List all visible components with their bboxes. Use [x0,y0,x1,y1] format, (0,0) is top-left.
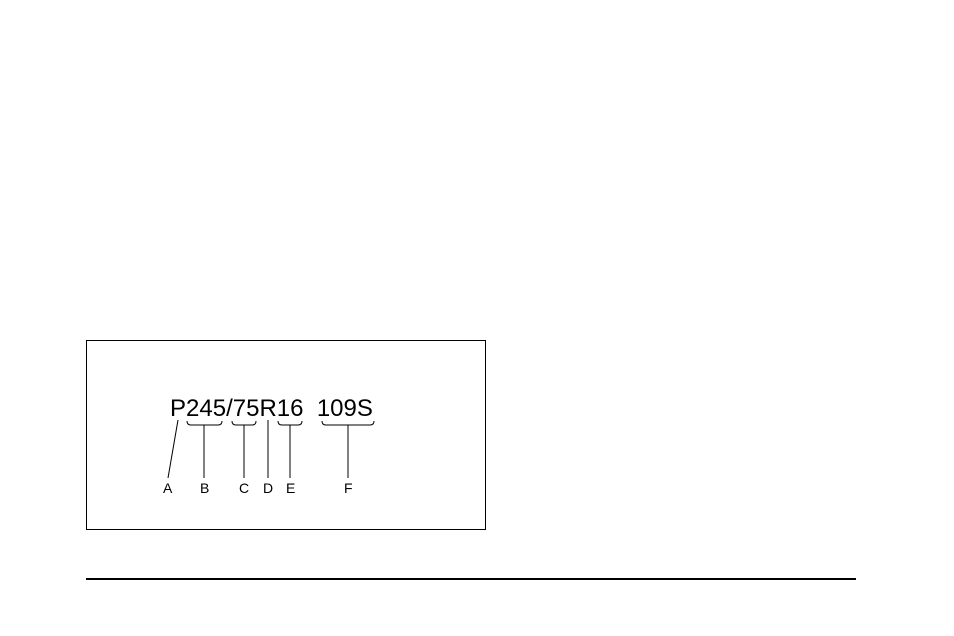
tire-sep: / [226,395,233,423]
tire-construction: R [259,395,276,423]
label-c: C [239,480,249,496]
horizontal-rule [86,578,856,580]
label-f: F [344,480,353,496]
tire-size-code: P245/75R16 109S [170,395,373,423]
label-e: E [286,480,295,496]
label-b: B [200,480,209,496]
tire-diameter: 16 [277,395,304,423]
diagram-svg [0,0,954,636]
label-a: A [163,480,172,496]
label-d: D [263,480,273,496]
tire-space [303,395,316,423]
tire-width: 245 [186,395,226,423]
tire-prefix: P [170,395,186,423]
tire-load-speed: 109S [317,395,373,423]
tire-ratio: 75 [233,395,260,423]
diagram-frame [86,340,486,530]
